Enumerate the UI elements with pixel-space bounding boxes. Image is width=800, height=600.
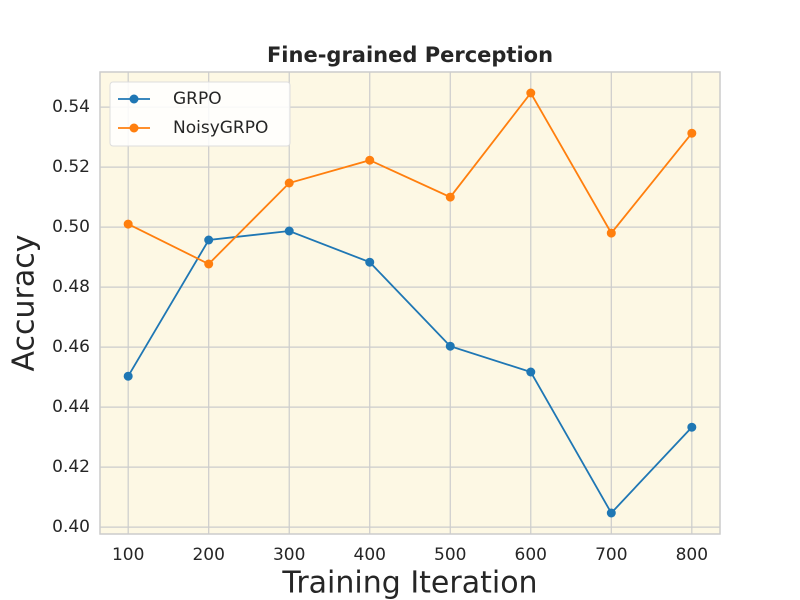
x-tick-label: 800 (676, 545, 708, 565)
plot-frame (99, 71, 721, 535)
data-point (365, 155, 375, 165)
x-tick-label: 700 (595, 545, 627, 565)
y-tick-label: 0.52 (52, 157, 90, 177)
series-line (127, 91, 693, 266)
y-tick-label: 0.54 (52, 97, 90, 117)
y-tick-label: 0.42 (52, 457, 90, 477)
x-tick-label: 400 (354, 545, 386, 565)
y-tick-label: 0.46 (52, 337, 90, 357)
x-tick-label: 200 (192, 545, 224, 565)
data-point (204, 235, 214, 245)
data-point (123, 219, 133, 229)
x-tick-label: 100 (112, 545, 144, 565)
data-point (204, 259, 214, 269)
legend-marker (129, 123, 139, 133)
x-tick-label: 600 (515, 545, 547, 565)
y-tick-label: 0.40 (52, 517, 90, 537)
y-axis-label: Accuracy (7, 235, 42, 372)
chart-title: Fine-grained Perception (267, 43, 553, 67)
data-point (606, 228, 616, 238)
x-tick-label: 500 (434, 545, 466, 565)
data-point (445, 341, 455, 351)
data-point (445, 192, 455, 202)
y-tick-label: 0.48 (52, 277, 90, 297)
data-point (123, 371, 133, 381)
legend: GRPO NoisyGRPO (109, 81, 291, 147)
data-point (365, 257, 375, 267)
x-tick-label: 300 (273, 545, 305, 565)
x-axis-label: Training Iteration (281, 566, 537, 600)
legend-box (109, 81, 291, 147)
legend-label: GRPO (173, 89, 222, 109)
series-line (127, 230, 693, 515)
data-point (606, 508, 616, 518)
legend-marker (129, 94, 139, 104)
data-point (284, 178, 294, 188)
y-tick-label: 0.44 (52, 397, 90, 417)
data-point (687, 422, 697, 432)
data-point (687, 128, 697, 138)
y-tick-label: 0.50 (52, 217, 90, 237)
data-point (526, 367, 536, 377)
data-point (284, 226, 294, 236)
legend-label: NoisyGRPO (173, 118, 268, 138)
data-point (526, 88, 536, 98)
